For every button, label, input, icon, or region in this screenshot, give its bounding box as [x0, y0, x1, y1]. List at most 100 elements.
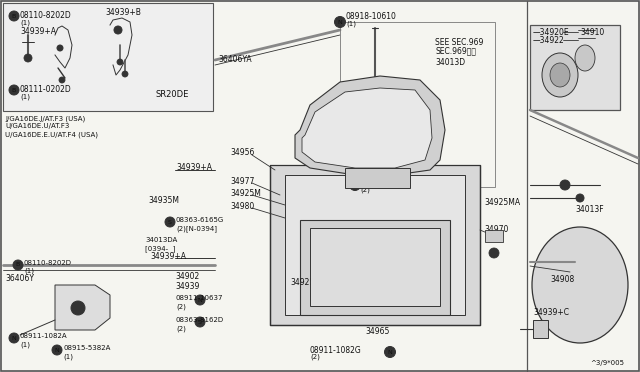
Text: 08110-8202D: 08110-8202D [24, 260, 72, 266]
Bar [270, 165, 480, 325]
Text: 34939+B: 34939+B [105, 8, 141, 17]
Circle shape [426, 231, 434, 239]
Text: SEC.969参照: SEC.969参照 [435, 46, 476, 55]
Text: 34908: 34908 [550, 275, 574, 284]
Text: 08915-5382A: 08915-5382A [63, 345, 110, 351]
Text: 34939+A: 34939+A [176, 163, 212, 172]
Circle shape [117, 59, 123, 65]
Circle shape [52, 345, 62, 355]
Text: 08363-6165G: 08363-6165G [176, 217, 224, 223]
Polygon shape [55, 285, 110, 330]
Text: 08363-8162D: 08363-8162D [176, 317, 224, 323]
Circle shape [576, 194, 584, 202]
Text: 34939+A: 34939+A [150, 252, 186, 261]
Circle shape [13, 260, 23, 270]
Circle shape [9, 333, 19, 343]
Text: (2): (2) [310, 354, 320, 360]
Text: 36406Y: 36406Y [5, 274, 34, 283]
Text: 34939: 34939 [175, 282, 200, 291]
Text: B: B [12, 13, 16, 19]
Text: (1): (1) [346, 20, 356, 26]
Circle shape [24, 54, 32, 62]
Text: (1): (1) [20, 341, 30, 347]
Text: S: S [198, 320, 202, 324]
Text: N: N [12, 336, 17, 340]
Text: N: N [388, 350, 392, 355]
Text: 34925MA: 34925MA [484, 198, 520, 207]
Text: 08911-1082A: 08911-1082A [20, 333, 68, 339]
Circle shape [57, 45, 63, 51]
Text: [0394-  ]: [0394- ] [145, 245, 175, 252]
Circle shape [426, 291, 434, 299]
Circle shape [122, 71, 128, 77]
Text: —34922: —34922 [533, 36, 564, 45]
Text: 34935M: 34935M [148, 196, 179, 205]
Circle shape [489, 248, 499, 258]
Text: U/GA16DE.E.U/AT.F4 (USA): U/GA16DE.E.U/AT.F4 (USA) [5, 131, 98, 138]
Text: J/GA16DE.J/AT.F3 (USA): J/GA16DE.J/AT.F3 (USA) [5, 115, 85, 122]
Circle shape [429, 294, 431, 296]
Circle shape [59, 77, 65, 83]
Bar [310, 228, 440, 306]
Text: N: N [338, 19, 342, 25]
Text: N: N [54, 347, 60, 353]
Circle shape [314, 234, 317, 237]
Text: W: W [352, 183, 358, 187]
Text: (1): (1) [24, 268, 34, 275]
Text: 08110-8202D: 08110-8202D [20, 11, 72, 20]
Text: 34902: 34902 [175, 272, 199, 281]
Text: B: B [12, 87, 16, 93]
Text: 34965: 34965 [365, 327, 389, 336]
Text: (2)[N-0394]: (2)[N-0394] [176, 225, 217, 232]
Circle shape [579, 196, 582, 199]
Circle shape [311, 291, 319, 299]
Text: 36406YA: 36406YA [218, 55, 252, 64]
Text: (1): (1) [63, 353, 73, 359]
Circle shape [335, 16, 346, 28]
Circle shape [165, 217, 175, 227]
Text: (2): (2) [176, 325, 186, 331]
Text: 08918-10610: 08918-10610 [346, 12, 397, 21]
Polygon shape [295, 76, 445, 175]
Circle shape [195, 317, 205, 327]
Text: B: B [16, 263, 20, 267]
Circle shape [9, 85, 19, 95]
Text: (2): (2) [176, 303, 186, 310]
Bar [340, 22, 495, 187]
Text: 08911-10637: 08911-10637 [176, 295, 223, 301]
Text: SR20DE: SR20DE [155, 90, 188, 99]
Text: U/GA16DE.U/AT.F3: U/GA16DE.U/AT.F3 [5, 123, 69, 129]
Bar [345, 168, 410, 188]
Ellipse shape [542, 53, 578, 97]
Bar [533, 320, 548, 338]
Circle shape [114, 26, 122, 34]
Circle shape [563, 183, 567, 187]
Text: ^3/9*005: ^3/9*005 [590, 360, 624, 366]
Bar [3, 3, 213, 111]
Text: 34925M: 34925M [230, 189, 261, 198]
Text: 34910: 34910 [580, 28, 604, 37]
Text: 34013D: 34013D [435, 58, 465, 67]
Text: 08916-43542: 08916-43542 [360, 178, 407, 184]
Text: 34925M: 34925M [290, 278, 321, 287]
Circle shape [314, 294, 317, 296]
Polygon shape [302, 88, 432, 168]
Text: SEE SEC.969: SEE SEC.969 [435, 38, 483, 47]
Text: 08111-0202D: 08111-0202D [20, 85, 72, 94]
Text: 34970: 34970 [484, 225, 508, 234]
Text: 34956: 34956 [230, 148, 254, 157]
Circle shape [349, 180, 360, 190]
Circle shape [560, 180, 570, 190]
Text: S: S [168, 219, 172, 224]
Ellipse shape [532, 227, 628, 343]
Text: 08911-1082G: 08911-1082G [310, 346, 362, 355]
Text: (1): (1) [20, 19, 30, 26]
Circle shape [429, 234, 431, 237]
Circle shape [71, 301, 85, 315]
Ellipse shape [550, 63, 570, 87]
Circle shape [195, 295, 205, 305]
Text: N: N [198, 298, 202, 302]
Ellipse shape [575, 45, 595, 71]
Circle shape [9, 11, 19, 21]
Text: (1): (1) [20, 93, 30, 99]
